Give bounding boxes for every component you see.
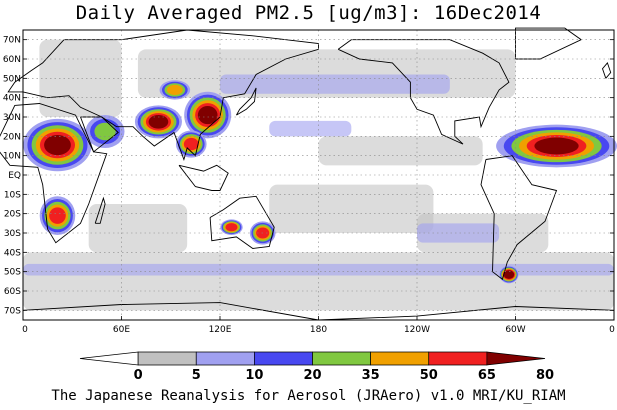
coastline-australia [209,195,275,249]
hotspot-mongolia-level-5 [166,84,183,96]
background-band-2 [417,223,500,243]
lat-label-50S: 50S [4,268,21,278]
hotspot-patagonia-level-7 [503,270,515,279]
hotspot-west-africa-sahel-level-7 [44,134,71,156]
colorbar-label-50: 50 [420,368,438,383]
hotspot-north-india-level-7 [148,115,169,129]
map-axes: 70N 60N 50N 40N 30N 20N 10N EQ 10S 20S 30S 40S 50S 60… [3,29,615,335]
background-band-0 [220,74,450,94]
colorbar-label-0: 0 [134,368,143,383]
hotspot-arabia-level-4 [94,122,116,141]
lon-label-0: 0 [22,325,28,335]
background-haze-3 [23,252,614,311]
lat-label-20S: 20S [4,210,21,220]
colorbar: 0 5 10 20 35 50 65 80 [79,351,554,383]
hotspot-southern-africa-level-6 [49,207,66,224]
hotspot-east-china-level-7 [197,105,218,125]
lon-label-4: 120W [404,325,430,335]
hotspot-australia-west-level-6 [225,223,238,232]
coastline-uk [601,62,612,79]
colorbar-segment-3 [254,351,313,366]
lat-label-30S: 30S [4,229,21,239]
colorbar-segment-7 [486,351,546,366]
background-band-3 [269,120,352,137]
coastline-japan [236,87,257,116]
colorbar-segment-2 [195,351,255,366]
lon-label-3: 180 [310,325,327,335]
lat-label-40S: 40S [4,248,21,258]
coastline-europe-asia [7,29,319,161]
hotspot-caribbean-atlantic-level-7 [534,137,579,155]
pm25-field [23,80,617,284]
lat-label-20N: 20N [3,132,21,142]
coastline-indonesia [178,164,229,191]
colorbar-label-10: 10 [245,368,263,383]
coastline-madagascar [94,196,106,224]
coastline-north-america [337,39,510,145]
colorbar-segment-4 [312,351,371,366]
colorbar-label-20: 20 [303,368,321,383]
colorbar-segment-6 [428,351,488,366]
colorbar-label-35: 35 [362,368,380,383]
lat-label-10S: 10S [4,190,21,200]
lon-label-2: 120E [209,325,232,335]
colorbar-label-65: 65 [478,368,496,383]
lat-label-70N: 70N [3,36,21,46]
colorbar-label-80: 80 [536,368,554,383]
lat-label-60S: 60S [4,287,21,297]
lat-label-30N: 30N [3,113,21,123]
hotspot-indochina-level-6 [183,137,199,151]
lat-label-70S: 70S [4,306,21,316]
lat-label-EQ: EQ [8,171,21,181]
colorbar-segment-5 [370,351,430,366]
colorbar-label-5: 5 [192,368,201,383]
colorbar-segment-0 [79,351,139,366]
colorbar-segment-1 [137,351,197,366]
coastline-arabia [80,116,119,153]
attribution-footer: The Japanese Reanalysis for Aerosol (JRA… [51,388,566,404]
lon-label-1: 60E [113,325,130,335]
lat-label-50N: 50N [3,74,21,84]
lat-label-10N: 10N [3,152,21,162]
coastline-south-america [480,155,558,281]
lat-label-40N: 40N [3,94,21,104]
background-haze-6 [318,136,483,166]
coastline-africa [0,103,108,244]
lat-label-60N: 60N [3,55,21,65]
lon-label-5: 60W [505,325,525,335]
background-haze-5 [269,184,434,233]
map-title: Daily Averaged PM2.5 [ug/m3]: 16Dec2014 [75,2,542,24]
lon-label-6: 0 [609,325,615,335]
background-haze-4 [88,204,188,253]
